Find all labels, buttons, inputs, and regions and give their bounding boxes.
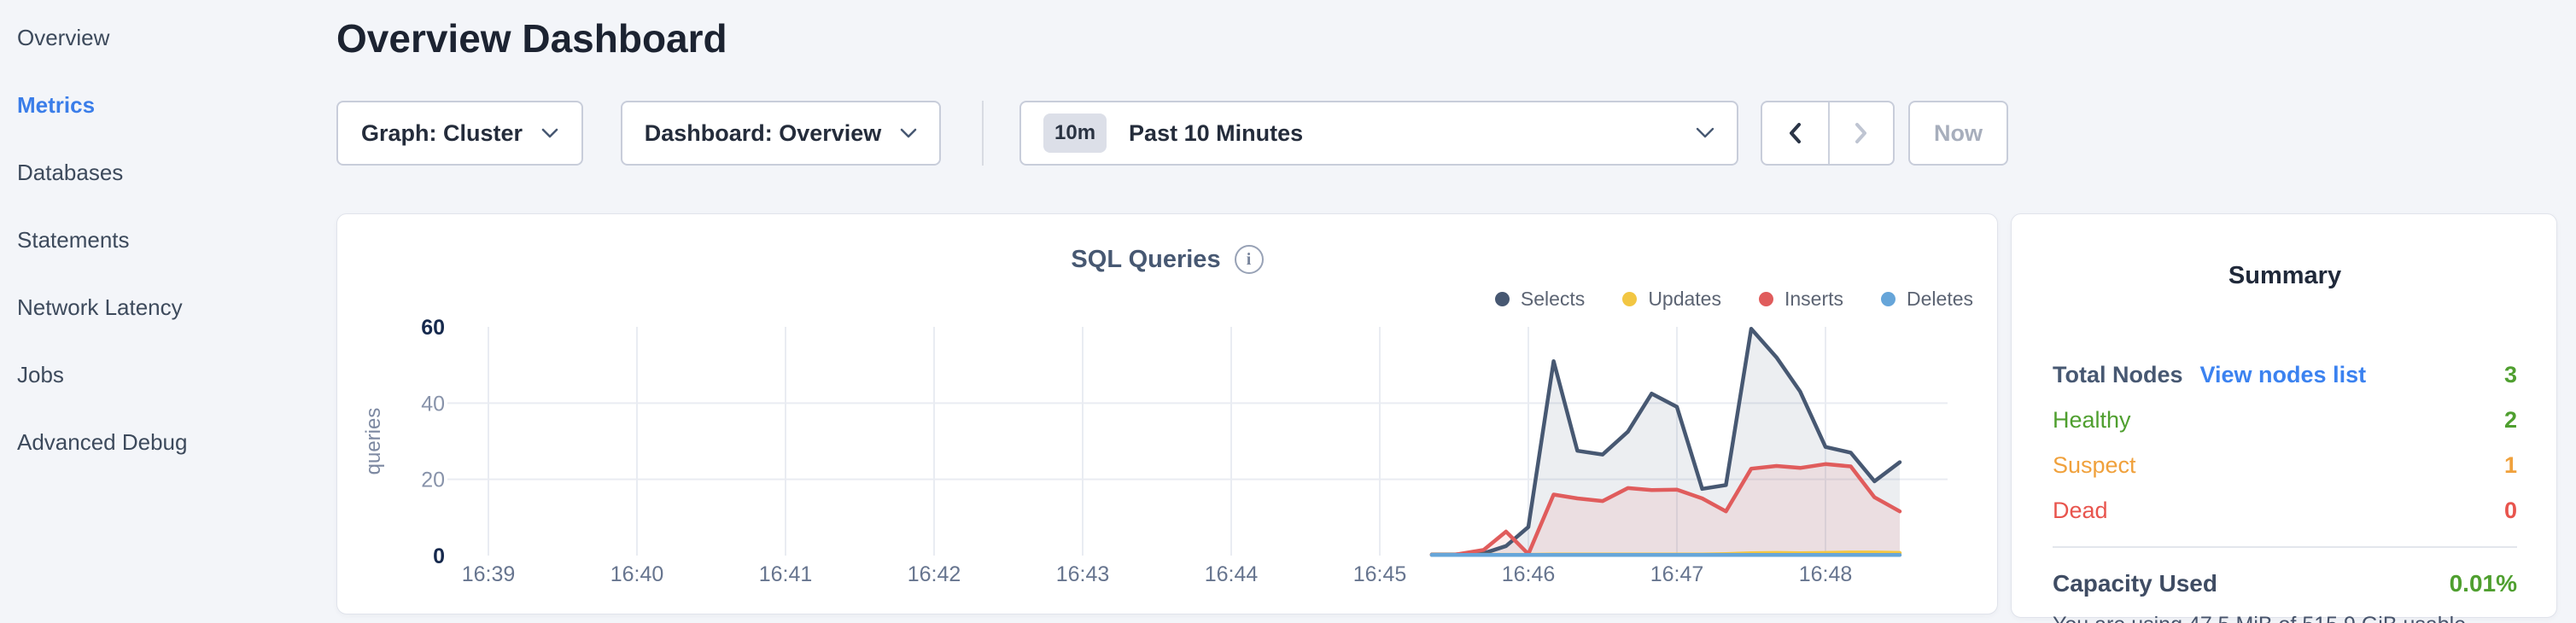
capacity-value: 0.01%: [2449, 570, 2517, 597]
summary-panel: Summary Total Nodes View nodes list 3 Healt…: [2011, 213, 2557, 623]
legend-item-deletes[interactable]: Deletes: [1881, 288, 1973, 311]
sidebar-item-databases[interactable]: Databases: [17, 160, 124, 185]
x-tick-label: 16:47: [1650, 562, 1704, 586]
summary-row-healthy: Healthy 2: [2053, 407, 2517, 434]
summary-row-value: 2: [2503, 407, 2517, 433]
time-range-label: Past 10 Minutes: [1129, 119, 1304, 146]
selects-area: [1431, 329, 1900, 556]
summary-row-suspect: Suspect 1: [2053, 452, 2517, 479]
x-tick-label: 16:40: [610, 562, 664, 586]
dashboard-selector-label: Dashboard: Overview: [644, 119, 882, 146]
x-tick-label: 16:43: [1056, 562, 1110, 586]
chevron-left-icon: [1790, 123, 1802, 143]
inserts-area: [1431, 463, 1900, 556]
deletes-legend-dot-icon: [1881, 292, 1896, 306]
previous-time-button[interactable]: [1762, 102, 1828, 164]
legend-item-inserts[interactable]: Inserts: [1758, 288, 1844, 311]
time-step-button-group: [1761, 101, 1895, 166]
page-title: Overview Dashboard: [336, 16, 727, 61]
sql-queries-chart[interactable]: 16:39 16:40 16:41 16:42 16:43 16:44 16:45 16:46…: [337, 214, 1999, 615]
chart-legend: Selects Updates Inserts Deletes: [1494, 288, 1973, 311]
view-nodes-list-link[interactable]: View nodes list: [2199, 362, 2367, 387]
chevron-down-icon: [541, 128, 558, 137]
time-range-selector[interactable]: 10m Past 10 Minutes: [1019, 101, 1738, 166]
dashboard-cards-row: SQL Queries i Selects Updates Inserts Delet…: [336, 213, 2576, 623]
legend-label: Deletes: [1907, 288, 1973, 310]
dashboard-selector-dropdown[interactable]: Dashboard: Overview: [621, 101, 941, 166]
sidebar-item-advanced-debug[interactable]: Advanced Debug: [17, 429, 188, 455]
legend-label: Selects: [1520, 288, 1586, 310]
capacity-description: You are using 47.5 MiB of 515.9 GiB usab…: [2053, 609, 2517, 623]
graph-selector-label: Graph: Cluster: [360, 119, 523, 146]
y-axis-label: queries: [362, 408, 385, 475]
updates-legend-dot-icon: [1622, 292, 1638, 306]
sidebar-item-network-latency[interactable]: Network Latency: [17, 294, 183, 320]
summary-row-value: 3: [2503, 362, 2517, 387]
summary-title: Summary: [2228, 262, 2342, 289]
summary-row-label: Suspect: [2053, 452, 2136, 478]
selects-line: [1429, 326, 1902, 556]
selects-legend-dot-icon: [1494, 292, 1510, 306]
capacity-row: Capacity Used 0.01%: [2053, 570, 2517, 597]
y-tick-label: 40: [421, 392, 445, 416]
summary-row-dead: Dead 0: [2053, 498, 2517, 524]
x-tick-label: 16:42: [908, 562, 961, 586]
x-tick-label: 16:48: [1799, 562, 1853, 586]
chevron-down-icon: [1696, 127, 1714, 138]
x-tick-label: 16:44: [1205, 562, 1259, 586]
summary-row-label: Healthy: [2053, 407, 2131, 433]
summary-divider: [2053, 546, 2517, 548]
chevron-right-icon: [1855, 123, 1866, 143]
chart-title: SQL Queries: [1071, 245, 1221, 273]
y-tick-label: 20: [421, 469, 445, 492]
time-range-badge: 10m: [1043, 114, 1107, 153]
next-time-button[interactable]: [1827, 102, 1894, 164]
x-tick-label: 16:39: [462, 562, 516, 586]
sidebar-item-metrics[interactable]: Metrics: [17, 92, 96, 118]
main-content: Overview Dashboard Graph: Cluster Dashbo…: [336, 0, 2576, 623]
inserts-line: [1429, 462, 1902, 557]
sidebar: Overview Metrics Databases Statements Networ…: [0, 0, 336, 623]
sidebar-item-overview[interactable]: Overview: [17, 25, 110, 50]
sidebar-item-jobs[interactable]: Jobs: [17, 362, 64, 387]
controls-divider: [982, 101, 984, 166]
controls-row: Graph: Cluster Dashboard: Overview 10m P…: [336, 101, 2576, 166]
sidebar-item-statements[interactable]: Statements: [17, 227, 130, 253]
summary-row-total-nodes: Total Nodes View nodes list 3: [2053, 362, 2517, 388]
capacity-label: Capacity Used: [2053, 570, 2217, 597]
summary-row-label: Total Nodes: [2053, 362, 2183, 387]
summary-row-value: 0: [2503, 498, 2517, 523]
x-tick-label: 16:41: [759, 562, 813, 586]
inserts-legend-dot-icon: [1758, 292, 1773, 306]
now-button[interactable]: Now: [1908, 101, 2008, 166]
legend-label: Inserts: [1784, 288, 1844, 310]
x-tick-label: 16:45: [1353, 562, 1407, 586]
y-tick-label: 0: [433, 544, 445, 568]
x-tick-label: 16:46: [1502, 562, 1556, 586]
info-icon[interactable]: i: [1234, 245, 1264, 274]
chevron-down-icon: [900, 128, 917, 137]
legend-label: Updates: [1648, 288, 1721, 310]
summary-rows: Total Nodes View nodes list 3 Healthy 2 Suspe…: [2053, 362, 2517, 524]
y-tick-label: 60: [421, 316, 445, 340]
now-button-label: Now: [1934, 119, 1983, 146]
sql-queries-chart-card: SQL Queries i Selects Updates Inserts Delet…: [336, 213, 1998, 614]
summary-row-value: 1: [2503, 452, 2517, 478]
chart-title-row: SQL Queries i: [337, 245, 1997, 274]
legend-item-selects[interactable]: Selects: [1494, 288, 1586, 311]
legend-item-updates[interactable]: Updates: [1622, 288, 1721, 311]
graph-selector-dropdown[interactable]: Graph: Cluster: [336, 101, 583, 166]
summary-row-label: Dead: [2053, 498, 2108, 523]
